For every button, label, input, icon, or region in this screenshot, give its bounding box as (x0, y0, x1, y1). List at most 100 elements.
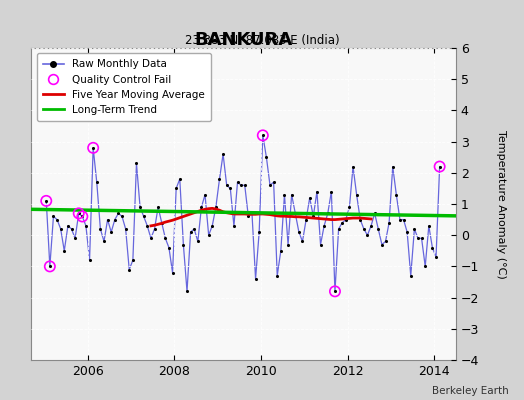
Point (345, 204, 354, 210)
Point (103, 216, 112, 223)
Point (78, 213, 86, 220)
Point (259, 132, 267, 138)
Point (269, 179, 278, 185)
Point (132, 160, 140, 167)
Point (313, 188, 321, 195)
Point (418, 235, 426, 242)
Point (172, 185, 180, 192)
Text: 23.383 N, 87.083 E (India): 23.383 N, 87.083 E (India) (184, 34, 340, 47)
Point (154, 204, 162, 210)
Point (187, 229, 195, 235)
Point (367, 223, 375, 229)
Point (82, 223, 90, 229)
Point (356, 216, 365, 223)
Point (288, 192, 296, 198)
Point (78, 213, 86, 220)
Point (381, 238, 390, 245)
Point (64, 223, 72, 229)
Point (302, 216, 310, 223)
Point (176, 176, 184, 182)
Point (57, 226, 65, 232)
Point (392, 192, 400, 198)
Point (244, 213, 253, 220)
Point (432, 254, 440, 260)
Point (309, 213, 318, 220)
Point (359, 226, 368, 232)
Point (327, 188, 335, 195)
Point (219, 151, 227, 157)
Point (316, 241, 325, 248)
Point (226, 185, 235, 192)
Point (74, 210, 83, 216)
Point (334, 226, 343, 232)
Point (111, 216, 119, 223)
Point (424, 223, 433, 229)
Point (85, 257, 94, 263)
Point (378, 241, 386, 248)
Point (223, 182, 231, 188)
Point (252, 276, 260, 282)
Point (349, 163, 357, 170)
Point (403, 229, 411, 235)
Point (96, 226, 105, 232)
Text: Berkeley Earth: Berkeley Earth (432, 386, 508, 396)
Point (407, 272, 415, 279)
Point (414, 235, 422, 242)
Point (248, 210, 256, 216)
Point (93, 179, 101, 185)
Point (396, 216, 404, 223)
Point (353, 192, 361, 198)
Point (428, 244, 436, 251)
Point (147, 235, 155, 242)
Point (129, 257, 137, 263)
Point (294, 229, 303, 235)
Point (74, 210, 83, 216)
Point (136, 204, 144, 210)
Point (100, 238, 108, 245)
Point (331, 288, 339, 294)
Point (324, 210, 332, 216)
Point (150, 226, 159, 232)
Point (280, 192, 289, 198)
Point (273, 272, 281, 279)
Point (215, 176, 224, 182)
Point (179, 241, 188, 248)
Point (107, 229, 115, 235)
Point (320, 223, 329, 229)
Point (435, 163, 444, 170)
Title: BANKURA: BANKURA (194, 31, 293, 49)
Point (421, 263, 429, 270)
Point (233, 179, 242, 185)
Point (298, 238, 307, 245)
Point (60, 248, 69, 254)
Point (399, 216, 408, 223)
Point (331, 288, 339, 294)
Point (194, 238, 202, 245)
Point (197, 204, 205, 210)
Point (158, 220, 166, 226)
Point (262, 154, 270, 160)
Point (208, 223, 216, 229)
Point (42, 198, 50, 204)
Point (71, 235, 79, 242)
Legend: Raw Monthly Data, Quality Control Fail, Five Year Moving Average, Long-Term Tren: Raw Monthly Data, Quality Control Fail, … (37, 53, 211, 121)
Point (277, 248, 285, 254)
Point (370, 210, 379, 216)
Point (183, 288, 191, 294)
Point (204, 232, 213, 238)
Point (89, 145, 97, 151)
Point (46, 263, 54, 270)
Point (139, 213, 148, 220)
Point (122, 226, 130, 232)
Point (165, 244, 173, 251)
Point (118, 213, 126, 220)
Point (259, 132, 267, 138)
Point (230, 223, 238, 229)
Point (374, 226, 383, 232)
Point (212, 204, 220, 210)
Point (46, 263, 54, 270)
Point (190, 226, 199, 232)
Point (114, 210, 123, 216)
Point (241, 182, 249, 188)
Point (201, 192, 209, 198)
